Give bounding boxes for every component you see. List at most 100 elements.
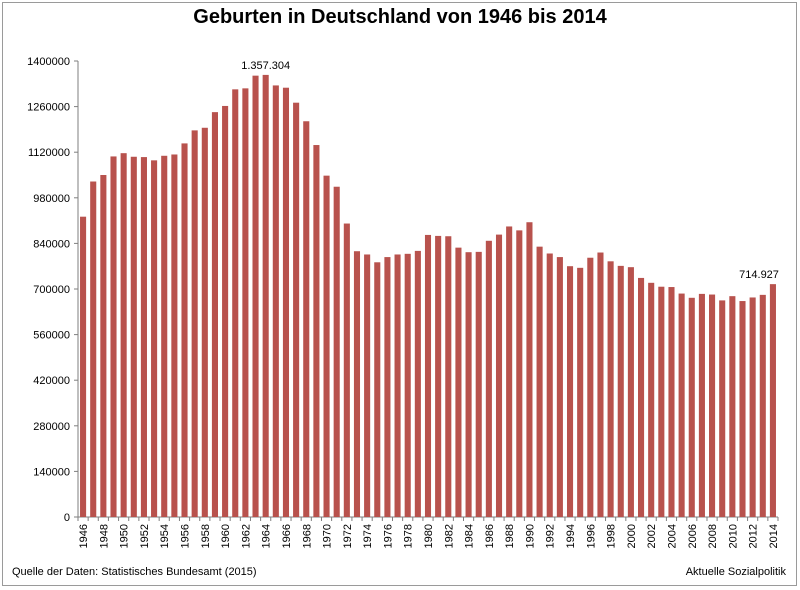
x-tick-label: 1992 bbox=[545, 524, 557, 548]
x-tick-label: 1950 bbox=[119, 524, 131, 548]
x-tick-label: 1946 bbox=[78, 524, 90, 548]
x-tick-label: 1996 bbox=[585, 524, 597, 548]
bar bbox=[749, 297, 756, 517]
x-tick-label: 1948 bbox=[98, 524, 110, 548]
y-tick-label: 1260000 bbox=[27, 102, 70, 114]
x-tick-label: 1972 bbox=[342, 524, 354, 548]
bar bbox=[303, 121, 310, 517]
bar bbox=[739, 301, 746, 517]
x-tick-label: 1998 bbox=[606, 524, 618, 548]
bar bbox=[384, 257, 391, 517]
bar bbox=[536, 246, 543, 517]
bar bbox=[455, 247, 462, 518]
x-tick-label: 1960 bbox=[220, 524, 232, 548]
bar bbox=[140, 157, 147, 518]
bar bbox=[698, 293, 705, 517]
x-tick-label: 2000 bbox=[626, 524, 638, 548]
bar bbox=[232, 89, 239, 517]
bar bbox=[556, 257, 563, 517]
bar bbox=[262, 74, 269, 517]
x-tick-label: 1970 bbox=[322, 524, 334, 548]
bar bbox=[191, 130, 198, 517]
bar bbox=[485, 240, 492, 517]
x-tick-label: 2010 bbox=[727, 524, 739, 548]
bar bbox=[171, 154, 178, 518]
y-tick-label: 560000 bbox=[33, 330, 70, 342]
x-tick-label: 1988 bbox=[504, 524, 516, 548]
bar bbox=[374, 262, 381, 517]
x-tick-label: 1952 bbox=[139, 524, 151, 548]
bar bbox=[130, 156, 137, 517]
bar bbox=[414, 250, 421, 518]
bar bbox=[211, 112, 218, 517]
x-tick-label: 1976 bbox=[382, 524, 394, 548]
bar bbox=[80, 216, 87, 518]
bar bbox=[120, 153, 127, 518]
x-tick-label: 2014 bbox=[768, 524, 780, 548]
y-tick-label: 840000 bbox=[33, 238, 70, 250]
bar bbox=[282, 87, 290, 518]
bar bbox=[465, 252, 472, 518]
chart-title: Geburten in Deutschland von 1946 bis 201… bbox=[193, 6, 607, 28]
bar bbox=[658, 286, 665, 517]
x-tick-label: 2006 bbox=[687, 524, 699, 548]
bar bbox=[587, 257, 594, 517]
bar bbox=[607, 261, 614, 517]
bar bbox=[242, 88, 249, 518]
x-tick-label: 1994 bbox=[565, 524, 577, 548]
y-tick-label: 980000 bbox=[33, 193, 70, 205]
bar bbox=[435, 235, 442, 517]
bar bbox=[769, 284, 776, 517]
bar bbox=[353, 251, 361, 517]
data-label: 714.927 bbox=[739, 269, 779, 281]
x-tick-label: 1986 bbox=[484, 524, 496, 548]
bar bbox=[678, 293, 685, 517]
x-tick-label: 1958 bbox=[200, 524, 212, 548]
bar bbox=[638, 277, 645, 517]
bar bbox=[333, 186, 340, 517]
x-tick-label: 2008 bbox=[707, 524, 719, 548]
bar bbox=[475, 251, 482, 517]
bar bbox=[424, 234, 432, 517]
y-tick-label: 1120000 bbox=[28, 147, 70, 159]
bar bbox=[252, 75, 259, 518]
bar bbox=[627, 267, 634, 517]
x-tick-label: 2004 bbox=[666, 524, 678, 548]
source-note: Quelle der Daten: Statistisches Bundesam… bbox=[12, 566, 257, 578]
bar bbox=[110, 156, 117, 518]
bar bbox=[100, 175, 107, 517]
x-tick-label: 1984 bbox=[464, 524, 476, 548]
y-tick-label: 280000 bbox=[33, 421, 70, 433]
bar bbox=[516, 230, 523, 517]
bar bbox=[201, 127, 208, 518]
x-tick-label: 1978 bbox=[403, 524, 415, 548]
x-tick-label: 2012 bbox=[748, 524, 760, 548]
bar bbox=[445, 236, 452, 517]
bar bbox=[648, 282, 655, 517]
x-tick-label: 1968 bbox=[301, 524, 313, 548]
x-tick-label: 1966 bbox=[281, 524, 293, 548]
bar bbox=[293, 102, 300, 517]
x-tick-label: 1990 bbox=[524, 524, 536, 548]
y-tick-label: 0 bbox=[64, 512, 70, 524]
bar bbox=[90, 181, 97, 517]
bar bbox=[597, 252, 604, 517]
data-label: 1.357.304 bbox=[241, 60, 290, 72]
y-tick-label: 700000 bbox=[33, 284, 70, 296]
y-tick-label: 140000 bbox=[33, 466, 70, 478]
bar bbox=[343, 223, 350, 517]
bar bbox=[709, 294, 716, 517]
bar bbox=[364, 254, 371, 517]
bar bbox=[495, 234, 503, 517]
bar bbox=[222, 105, 229, 517]
x-tick-label: 1964 bbox=[261, 524, 273, 548]
x-tick-label: 2002 bbox=[646, 524, 658, 548]
bar bbox=[617, 265, 624, 517]
x-tick-label: 1956 bbox=[180, 524, 192, 548]
bar bbox=[394, 254, 401, 517]
bar bbox=[313, 145, 320, 517]
y-tick-label: 420000 bbox=[33, 375, 70, 387]
y-tick-label: 1400000 bbox=[27, 56, 70, 68]
bar bbox=[506, 226, 513, 517]
